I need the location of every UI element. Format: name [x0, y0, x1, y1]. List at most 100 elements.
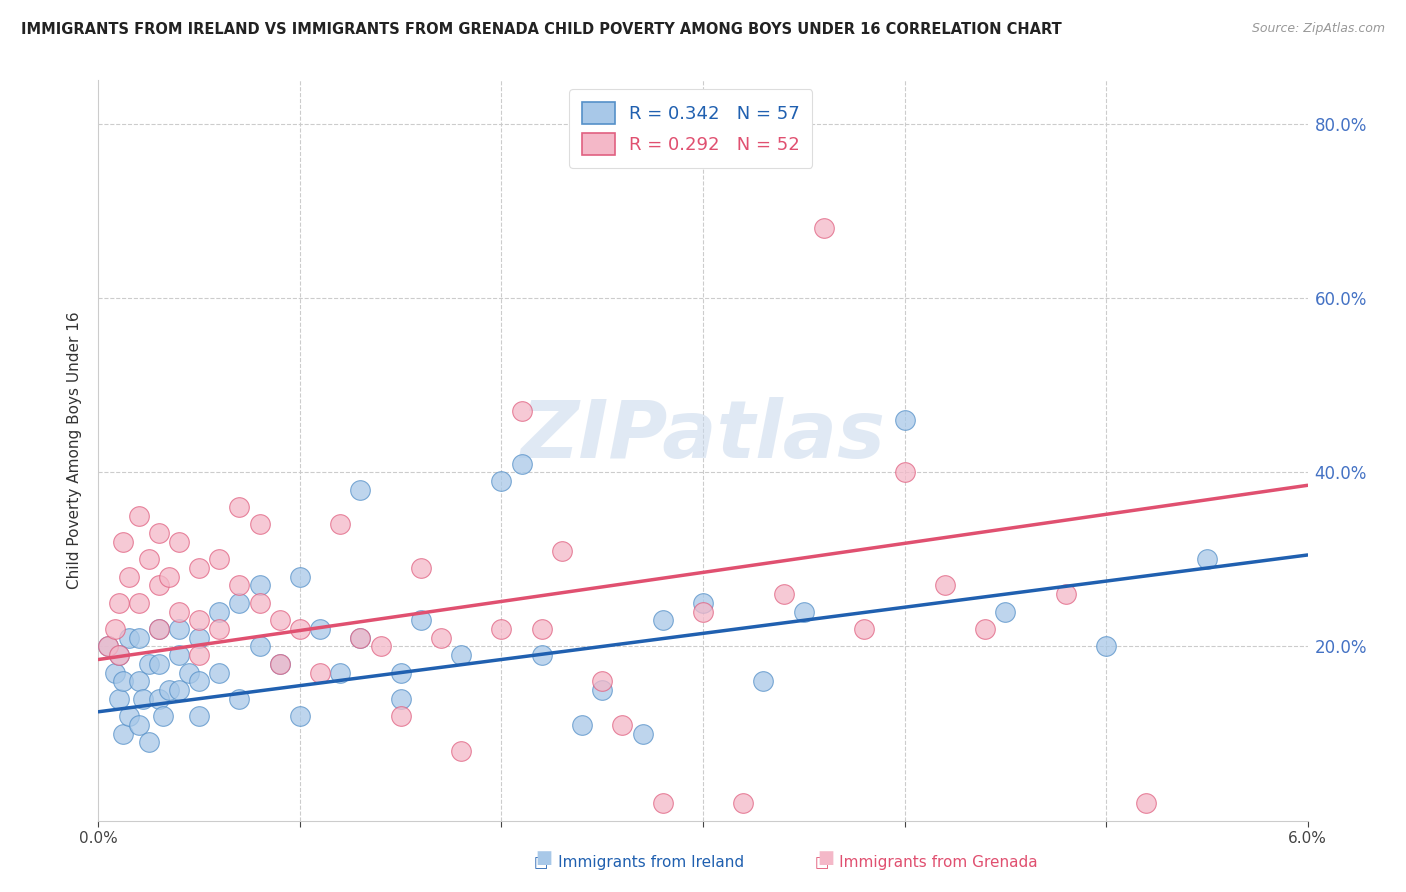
Y-axis label: Child Poverty Among Boys Under 16: Child Poverty Among Boys Under 16: [67, 311, 83, 590]
Point: [138, 657, 160, 671]
Point: [349, 631, 371, 645]
Point: [208, 665, 231, 680]
Point: [651, 613, 673, 627]
Point: [208, 605, 231, 619]
Point: [329, 665, 352, 680]
Point: [107, 596, 129, 610]
Point: [157, 570, 180, 584]
Point: [228, 578, 250, 592]
Point: [138, 735, 160, 749]
Point: [228, 691, 250, 706]
Point: [188, 613, 211, 627]
Point: [813, 221, 835, 235]
Point: [167, 683, 190, 698]
Legend: R = 0.342   N = 57, R = 0.292   N = 52: R = 0.342 N = 57, R = 0.292 N = 52: [569, 89, 813, 168]
Point: [107, 648, 129, 662]
Point: [934, 578, 956, 592]
Point: [269, 657, 291, 671]
Point: [148, 691, 170, 706]
Point: [111, 726, 134, 740]
Point: [103, 622, 125, 636]
Point: [188, 561, 211, 575]
Text: IMMIGRANTS FROM IRELAND VS IMMIGRANTS FROM GRENADA CHILD POVERTY AMONG BOYS UNDE: IMMIGRANTS FROM IRELAND VS IMMIGRANTS FR…: [21, 22, 1062, 37]
Point: [188, 674, 211, 689]
Point: [329, 517, 352, 532]
Point: [510, 404, 533, 418]
Point: [692, 596, 714, 610]
Point: [450, 744, 472, 758]
Point: [167, 605, 190, 619]
Point: [309, 665, 332, 680]
Point: [591, 683, 613, 698]
Point: [138, 552, 160, 566]
Point: [389, 691, 412, 706]
Point: [269, 657, 291, 671]
Point: [370, 640, 392, 654]
Point: [349, 631, 371, 645]
Point: [591, 674, 613, 689]
Point: [249, 596, 271, 610]
Point: [450, 648, 472, 662]
Point: [551, 543, 574, 558]
Point: [103, 665, 125, 680]
Point: [148, 622, 170, 636]
Point: [188, 648, 211, 662]
Point: [148, 622, 170, 636]
Point: [97, 640, 120, 654]
Point: [128, 631, 150, 645]
Point: [530, 622, 553, 636]
Point: [249, 640, 271, 654]
Text: ZIPatlas: ZIPatlas: [520, 397, 886, 475]
Point: [118, 709, 141, 723]
Point: [309, 622, 332, 636]
Point: [491, 622, 513, 636]
Point: [853, 622, 876, 636]
Point: [491, 474, 513, 488]
Point: [97, 640, 120, 654]
Point: [893, 465, 915, 479]
Point: [772, 587, 794, 601]
Text: □  Immigrants from Ireland: □ Immigrants from Ireland: [534, 855, 744, 870]
Text: □  Immigrants from Grenada: □ Immigrants from Grenada: [815, 855, 1038, 870]
Point: [430, 631, 453, 645]
Point: [530, 648, 553, 662]
Point: [752, 674, 775, 689]
Point: [692, 605, 714, 619]
Point: [1195, 552, 1218, 566]
Point: [793, 605, 815, 619]
Point: [651, 796, 673, 810]
Point: [974, 622, 997, 636]
Point: [107, 691, 129, 706]
Point: [132, 691, 155, 706]
Text: ■: ■: [817, 849, 834, 867]
Point: [409, 561, 432, 575]
Point: [893, 413, 915, 427]
Point: [228, 596, 250, 610]
Point: [118, 631, 141, 645]
Point: [148, 526, 170, 541]
Point: [389, 709, 412, 723]
Point: [389, 665, 412, 680]
Point: [571, 718, 593, 732]
Point: [179, 665, 201, 680]
Point: [249, 517, 271, 532]
Point: [288, 570, 311, 584]
Point: [188, 709, 211, 723]
Point: [288, 622, 311, 636]
Point: [349, 483, 371, 497]
Point: [128, 674, 150, 689]
Point: [269, 613, 291, 627]
Point: [128, 596, 150, 610]
Point: [167, 535, 190, 549]
Point: [157, 683, 180, 698]
Text: ■: ■: [536, 849, 553, 867]
Point: [288, 709, 311, 723]
Point: [1135, 796, 1157, 810]
Point: [612, 718, 634, 732]
Point: [733, 796, 755, 810]
Point: [409, 613, 432, 627]
Point: [111, 674, 134, 689]
Point: [111, 535, 134, 549]
Text: Source: ZipAtlas.com: Source: ZipAtlas.com: [1251, 22, 1385, 36]
Point: [128, 508, 150, 523]
